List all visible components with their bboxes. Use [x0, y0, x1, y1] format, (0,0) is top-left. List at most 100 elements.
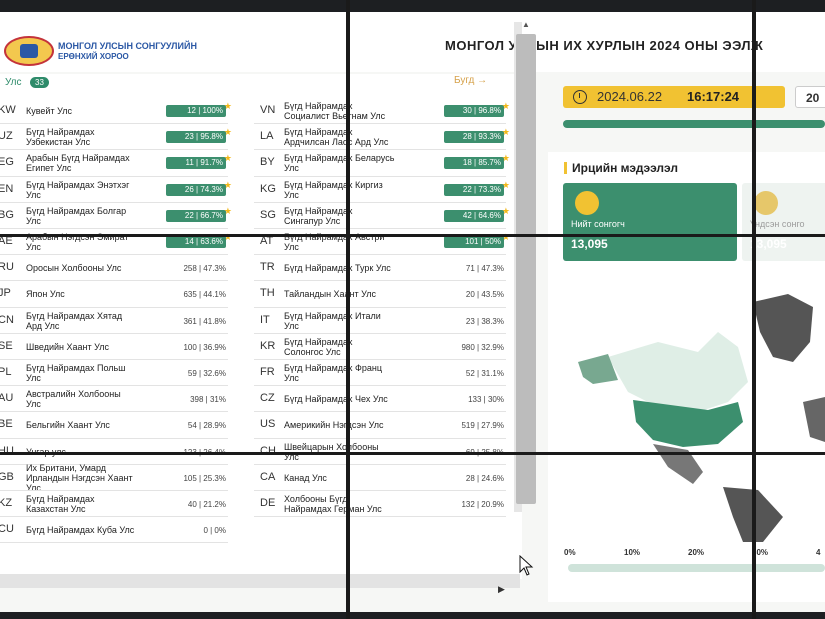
scrollbar-thumb[interactable]: [516, 34, 536, 504]
horizontal-scrollbar[interactable]: [0, 574, 520, 588]
turnout-value: 23 | 38.3%: [465, 316, 504, 326]
country-code: AT: [260, 235, 274, 247]
info-panel-title: Ирцийн мэдээлэл: [572, 161, 679, 175]
country-name: Япон Улс: [26, 289, 65, 300]
country-row[interactable]: EN Бүгд Найрамдах Энэтхэг Улс 26 | 74.3% ★: [0, 177, 232, 203]
row-divider: [0, 280, 228, 282]
star-icon: ★: [223, 179, 232, 190]
country-name: Бельгийн Хаант Улс: [26, 420, 110, 431]
org-name-line1: МОНГОЛ УЛСЫН СОНГУУЛИЙН: [58, 41, 197, 51]
row-divider: [0, 489, 228, 491]
country-row[interactable]: BY Бүгд Найрамдах Беларусь Улс 18 | 85.7% ★: [254, 150, 510, 177]
country-row[interactable]: EG Арабын Бүгд Найрамдах Египет Улс 11 | 91…: [0, 150, 232, 177]
country-row[interactable]: AT Бүгд Найрамдах Австри Улс 101 | 50% ★: [254, 229, 510, 256]
turnout-value: 361 | 41.8%: [183, 316, 226, 326]
star-icon: ★: [223, 205, 232, 216]
row-divider: [0, 516, 228, 518]
country-row[interactable]: AE Арабын Нэгдсэн Эмират Улс 14 | 63.6% ★: [0, 229, 232, 256]
row-divider: [0, 542, 228, 544]
country-row[interactable]: PL Бүгд Найрамдах Польш Улс 59 | 32.6%: [0, 360, 228, 387]
total-voters-card[interactable]: Нийт сонгогч 13,095: [563, 183, 737, 261]
country-row[interactable]: SG Бүгд Найрамдах Сингапур Улс 42 | 64.6% ★: [254, 203, 510, 229]
country-row[interactable]: JP Япон Улс 635 | 44.1%: [0, 281, 228, 308]
country-name: Швейцарын Холбооны Улс: [284, 441, 379, 462]
year-selector[interactable]: 20: [795, 86, 825, 108]
star-icon: ★: [501, 101, 510, 111]
view-all-link[interactable]: Бугд →: [454, 75, 488, 86]
country-row[interactable]: CN Бүгд Найрамдах Хятад Ард Улс 361 | 41.8%: [0, 308, 228, 334]
scroll-right-arrow-icon[interactable]: ▶: [498, 584, 505, 594]
country-row[interactable]: SE Шведийн Хаант Улс 100 | 36.9%: [0, 334, 228, 360]
total-voters-label: Нийт сонгогч: [571, 219, 625, 229]
country-name: Бүгд Найрамдах Узбекистан Улс: [26, 127, 95, 148]
country-row[interactable]: KZ Бүгд Найрамдах Казахстан Улс 40 | 21.2%: [0, 491, 228, 518]
country-row[interactable]: BG Бүгд Найрамдах Болгар Улс 22 | 66.7% ★: [0, 203, 232, 229]
country-code: SG: [260, 208, 276, 221]
country-code: JP: [0, 287, 11, 300]
axis-tick-0: 0%: [564, 548, 576, 557]
country-row[interactable]: FR Бүгд Найрамдах Франц Улс 52 | 31.1%: [254, 360, 506, 387]
mexico-shape: [653, 444, 703, 484]
country-row[interactable]: BE Бельгийн Хаант Улс 54 | 28.9%: [0, 412, 228, 439]
country-code: CN: [0, 313, 14, 326]
dashboard-screen: МОНГОЛ УЛСЫН СОНГУУЛИЙН ЕРӨНХИЙ ХОРОО МО…: [0, 12, 825, 612]
star-icon: ★: [223, 127, 232, 138]
country-name: Бүгд Найрамдах Австри Улс: [284, 232, 385, 252]
country-row[interactable]: KW Кувейт Улс 12 | 100% ★: [0, 98, 232, 125]
title-accent: [564, 162, 567, 174]
turnout-value: 54 | 28.9%: [187, 421, 226, 431]
star-icon: ★: [501, 205, 510, 216]
usa-shape: [633, 400, 743, 447]
country-row[interactable]: CA Канад Улс 28 | 24.6%: [254, 465, 506, 491]
turnout-value: 258 | 47.3%: [183, 264, 226, 274]
country-row[interactable]: US Америкийн Нэгдсэн Улс 519 | 27.9%: [254, 412, 506, 439]
country-row[interactable]: AU Австралийн Холбооны Улс 398 | 31%: [0, 386, 228, 413]
main-voters-label: Үндсэн сонго: [750, 219, 805, 229]
country-code: CA: [260, 470, 276, 483]
row-divider: [0, 332, 228, 334]
datetime-box: 2024.06.22 16:17:24: [563, 86, 785, 108]
country-code: PL: [0, 366, 12, 378]
scroll-up-arrow-icon[interactable]: ▲: [522, 20, 530, 29]
country-code: CU: [0, 523, 14, 536]
main-voters-icon: [754, 191, 778, 215]
country-name: Арабын Бүгд Найрамдах Египет Улс: [26, 153, 130, 174]
country-row[interactable]: CU Бүгд Найрамдах Куба Улс 0 | 0%: [0, 517, 228, 544]
country-name: Бүгд Найрамдах Хятад Ард Улс: [26, 310, 123, 331]
country-row[interactable]: TR Бүгд Найрамдах Турк Улс 71 | 47.3%: [254, 255, 506, 282]
country-name: Кувейт Улс: [26, 106, 72, 116]
turnout-badge: 101 | 50% ★: [444, 232, 510, 248]
country-name: Бүгд Найрамдах Энэтхэг Улс: [26, 179, 130, 200]
progress-bar: [563, 120, 825, 128]
star-icon: ★: [501, 179, 510, 190]
turnout-info-panel: Ирцийн мэдээлэл Нийт сонгогч 13,095 Үндс…: [548, 152, 825, 602]
country-row[interactable]: IT Бүгд Найрамдах Итали Улс 23 | 38.3%: [254, 308, 506, 334]
row-divider: [254, 463, 506, 465]
world-map[interactable]: [548, 272, 825, 542]
country-row[interactable]: LA Бүгд Найрамдах Ардчилсан Лаос Ард Улс 28…: [254, 124, 510, 151]
country-row[interactable]: RU Оросын Холбооны Улс 258 | 47.3%: [0, 255, 228, 282]
country-row[interactable]: CZ Бүгд Найрамдах Чех Улс 133 | 30%: [254, 386, 506, 413]
country-row[interactable]: VN Бүгд Найрамдах Социалист Вьетнам Улс 30 …: [254, 98, 510, 125]
turnout-value: 398 | 31%: [190, 395, 226, 405]
country-name: Бүгд Найрамдах Сингапур Улс: [284, 205, 353, 226]
turnout-badge: 23 | 95.8% ★: [166, 127, 232, 144]
row-divider: [0, 306, 228, 308]
country-row[interactable]: KG Бүгд Найрамдах Киргиз Улс 22 | 73.3% ★: [254, 177, 510, 203]
country-code: EG: [0, 156, 14, 169]
turnout-value: 20 | 43.5%: [465, 290, 504, 300]
country-row[interactable]: KR Бүгд Найрамдах Солонгос Улс 980 | 32.9%: [254, 334, 506, 360]
country-code: DE: [260, 497, 276, 509]
country-row[interactable]: UZ Бүгд Найрамдах Узбекистан Улс 23 | 95.8%…: [0, 124, 232, 151]
country-row[interactable]: GB Их Британи, Умард Ирландын Нэгдсэн Хаан…: [0, 462, 228, 493]
country-code: VN: [260, 104, 276, 116]
turnout-badge: 12 | 100% ★: [166, 101, 232, 117]
row-divider: [254, 516, 506, 518]
country-name: Их Британи, Умард Ирландын Нэгдсэн Хаант У…: [26, 462, 133, 493]
row-divider: [254, 437, 506, 439]
country-row[interactable]: TH Тайландын Хаант Улс 20 | 43.5%: [254, 281, 506, 308]
country-name: Шведийн Хаант Улс: [26, 341, 109, 352]
axis-tick-20: 20%: [688, 548, 705, 557]
display-bezel: [0, 452, 825, 455]
country-row[interactable]: DE Холбооны Бүгд Найрамдах Герман Улс 132 |…: [254, 491, 506, 518]
